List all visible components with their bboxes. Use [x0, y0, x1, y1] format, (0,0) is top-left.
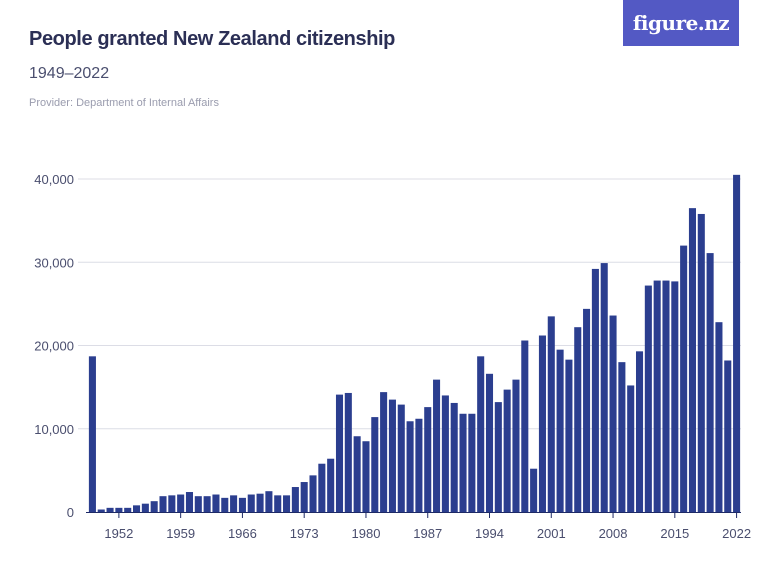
bar-1950 [97, 509, 105, 512]
bar-1971 [283, 495, 291, 512]
bar-1996 [503, 389, 511, 512]
bar-1992 [468, 413, 476, 512]
bar-1962 [203, 496, 211, 512]
bar-2009 [618, 362, 626, 512]
bar-1983 [388, 399, 396, 512]
bar-1956 [150, 501, 158, 512]
x-tick-label: 2015 [660, 526, 689, 541]
bar-2021 [724, 360, 732, 512]
x-tick-label: 1966 [228, 526, 257, 541]
bar-2010 [627, 385, 635, 512]
bar-1963 [212, 494, 220, 512]
bar-1949 [88, 356, 96, 512]
bar-1990 [450, 402, 458, 512]
bar-2022 [733, 174, 741, 512]
x-axis-ticks: 1952 1959 1966 1973 1980 1987 1994 2001 2008 2015… [86, 512, 751, 541]
bar-1970 [274, 495, 282, 512]
bar-1986 [415, 418, 423, 512]
bar-1958 [168, 495, 176, 512]
x-tick-label: 1959 [166, 526, 195, 541]
y-tick-label: 30,000 [34, 255, 74, 270]
bar-2012 [644, 285, 652, 512]
x-tick-label: 1980 [352, 526, 381, 541]
bar-1982 [380, 392, 388, 512]
bar-2013 [653, 280, 661, 512]
bar-1964 [221, 497, 229, 512]
bar-1957 [159, 496, 167, 512]
y-tick-label: 10,000 [34, 422, 74, 437]
x-tick-label: 2001 [537, 526, 566, 541]
bar-1993 [477, 356, 485, 512]
bar-1967 [247, 494, 255, 512]
bar-2019 [706, 253, 714, 512]
bar-2017 [688, 208, 696, 512]
bar-1966 [238, 497, 246, 512]
bar-1959 [177, 494, 185, 512]
bars [88, 174, 741, 512]
bar-1999 [530, 468, 538, 512]
bar-1991 [459, 413, 467, 512]
figure-nz-logo[interactable]: figure.nz [623, 0, 739, 46]
bar-2011 [635, 351, 644, 512]
x-tick-label: 1952 [104, 526, 133, 541]
bar-2006 [591, 268, 599, 512]
bar-1951 [106, 507, 114, 512]
bar-2002 [556, 349, 564, 512]
bar-1960 [185, 492, 194, 512]
bar-1989 [441, 395, 449, 512]
x-tick-label: 2022 [722, 526, 751, 541]
bar-1978 [344, 392, 352, 512]
bar-2000 [538, 335, 546, 512]
bar-2020 [715, 322, 723, 512]
bar-1974 [309, 475, 317, 512]
bar-1988 [433, 379, 441, 512]
x-tick-label: 1994 [475, 526, 504, 541]
y-tick-label: 40,000 [34, 172, 74, 187]
bar-2008 [609, 315, 617, 512]
bar-2016 [680, 245, 688, 512]
x-tick-label: 1973 [290, 526, 319, 541]
y-tick-label: 0 [67, 505, 74, 520]
bar-2005 [583, 308, 591, 512]
bar-1980 [362, 441, 370, 512]
bar-2018 [697, 213, 705, 512]
chart-subtitle: 1949–2022 [29, 65, 110, 82]
y-tick-label: 20,000 [34, 339, 74, 354]
bar-1955 [141, 503, 149, 512]
bar-1975 [318, 463, 326, 512]
bar-2004 [574, 327, 582, 512]
bar-1998 [521, 340, 529, 512]
bar-1952 [115, 507, 123, 512]
bar-1968 [256, 493, 264, 512]
x-tick-label: 1987 [413, 526, 442, 541]
bar-1979 [353, 436, 361, 512]
bar-2003 [565, 359, 573, 512]
bar-1969 [265, 491, 273, 512]
x-tick-label: 2008 [599, 526, 628, 541]
bar-1976 [327, 458, 335, 512]
bar-1954 [133, 505, 141, 512]
bar-1985 [406, 421, 414, 512]
bar-1977 [335, 394, 344, 512]
bar-2015 [671, 281, 679, 512]
bar-1987 [424, 407, 432, 512]
bar-1994 [485, 373, 494, 512]
bar-1981 [371, 417, 379, 512]
bar-1953 [124, 507, 132, 512]
bar-1995 [494, 402, 502, 512]
bar-2001 [547, 316, 555, 512]
bar-2007 [600, 263, 608, 512]
bar-1973 [300, 482, 308, 512]
bar-1997 [512, 379, 520, 512]
bar-1972 [291, 487, 299, 512]
bar-2014 [662, 280, 670, 512]
bar-1984 [397, 404, 405, 512]
provider-note: Provider: Department of Internal Affairs [29, 97, 219, 109]
bar-1961 [194, 496, 202, 512]
y-axis-ticks: 0 10,000 20,000 30,000 40,000 [34, 172, 74, 520]
chart-title: People granted New Zealand citizenship [29, 28, 395, 50]
bar-1965 [230, 495, 238, 512]
